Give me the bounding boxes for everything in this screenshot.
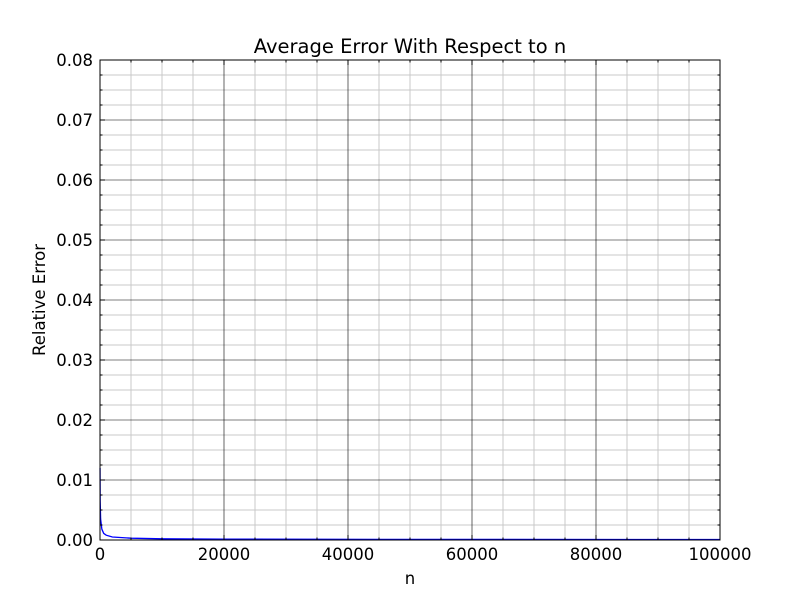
x-axis-title: n [405, 569, 415, 588]
y-tick-label: 0.06 [56, 171, 93, 190]
tick-marks [99, 59, 721, 541]
chart-title: Average Error With Respect to n [254, 35, 566, 58]
y-tick-label: 0.02 [56, 411, 93, 430]
x-tick-label: 40000 [322, 545, 375, 564]
plot-area [99, 59, 721, 541]
y-tick-label: 0.01 [56, 471, 93, 490]
x-tick-label: 100000 [689, 545, 752, 564]
y-tick-label: 0.03 [56, 351, 93, 370]
x-tick-labels: 0 20000 40000 60000 80000 100000 [95, 545, 752, 564]
y-tick-labels: 0.00 0.01 0.02 0.03 0.04 0.05 0.06 0.07 0.08 [56, 51, 93, 550]
x-tick-label: 0 [95, 545, 106, 564]
y-tick-label: 0.04 [56, 291, 93, 310]
y-axis-title: Relative Error [30, 244, 49, 356]
y-tick-label: 0.00 [56, 531, 93, 550]
y-tick-label: 0.08 [56, 51, 93, 70]
x-tick-label: 20000 [198, 545, 251, 564]
y-tick-label: 0.05 [56, 231, 93, 250]
y-tick-label: 0.07 [56, 111, 93, 130]
x-tick-label: 60000 [446, 545, 499, 564]
x-tick-label: 80000 [570, 545, 623, 564]
